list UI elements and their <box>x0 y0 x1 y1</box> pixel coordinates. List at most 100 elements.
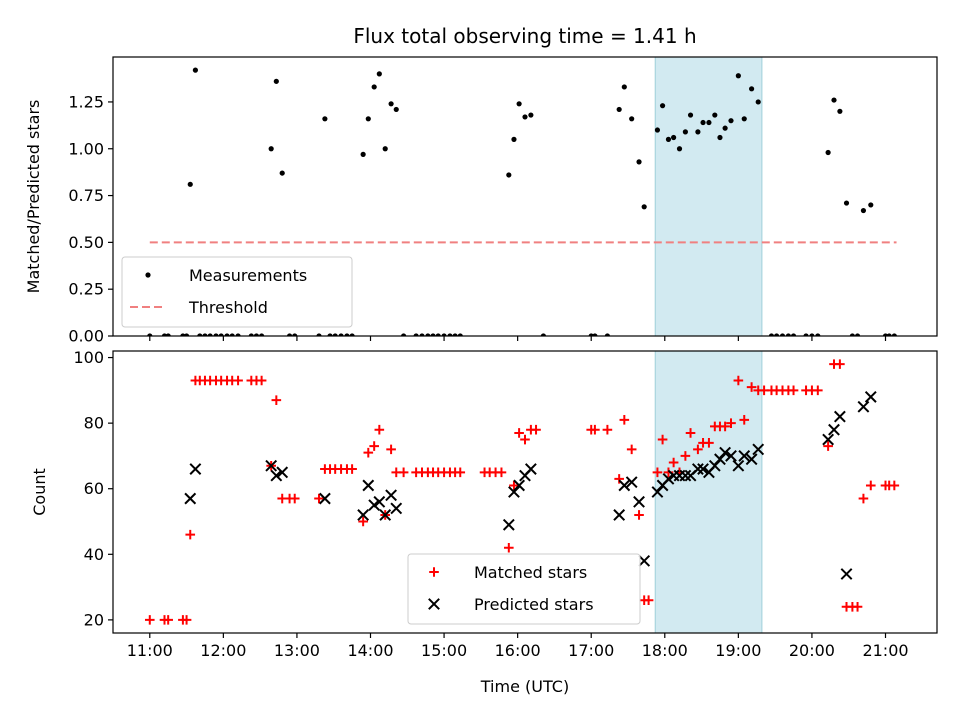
top-series-0-point-13 <box>506 172 512 178</box>
bottom-series-1-point-35 <box>719 446 732 459</box>
top-y-tick-label-4: 1.00 <box>68 139 104 158</box>
bottom-highlight-span <box>654 350 763 634</box>
bottom-series-1-point-46 <box>864 390 877 403</box>
bottom-series-0-point-72 <box>685 428 696 438</box>
top-series-0-point-3 <box>273 78 279 84</box>
top-series-0-point-92 <box>815 333 821 336</box>
x-tick-label-8: 19:00 <box>715 641 761 660</box>
bottom-series-0-point-32 <box>369 441 379 451</box>
bottom-series-1-point-11 <box>385 489 398 502</box>
top-series-0-point-76 <box>435 333 441 336</box>
bottom-series-1-point-13 <box>502 518 515 531</box>
top-series-0-point-7 <box>365 116 371 122</box>
top-series-0-point-2 <box>268 146 274 152</box>
bottom-series-1-point-30 <box>691 463 704 475</box>
top-series-0-point-85 <box>768 333 775 336</box>
top-series-0-point-65 <box>316 333 322 336</box>
top-series-0-point-22 <box>641 204 647 210</box>
top-plot-frame <box>112 56 938 337</box>
bottom-series-0-point-5 <box>185 529 196 540</box>
top-series-0-point-42 <box>831 97 837 103</box>
bottom-series-0-point-31 <box>363 447 374 458</box>
bottom-series-1-point-41 <box>822 433 835 446</box>
top-series-0-point-63 <box>286 333 293 336</box>
bottom-series-0-point-79 <box>726 418 736 428</box>
bottom-series-1-point-18 <box>613 509 626 521</box>
bottom-series-0-point-100 <box>865 480 876 491</box>
top-series-0-point-6 <box>360 151 366 157</box>
top-series-0-point-64 <box>292 333 298 336</box>
top-series-0-point-39 <box>749 86 755 92</box>
bottom-series-1-point-20 <box>625 476 638 489</box>
bottom-series-1 <box>184 390 877 580</box>
chart-title: Flux total observing time = 1.41 h <box>353 24 696 48</box>
bottom-series-1-point-37 <box>732 459 745 472</box>
x-tick-label-3: 14:00 <box>347 641 393 660</box>
top-series-0-point-58 <box>229 333 235 336</box>
bottom-series-1-point-45 <box>857 400 870 413</box>
bottom-series-0-point-46 <box>455 467 466 478</box>
top-series-0-point-75 <box>430 333 436 336</box>
bottom-legend-label-1: Predicted stars <box>474 595 594 614</box>
bottom-data-marks <box>144 359 900 625</box>
top-series-0-point-20 <box>629 116 635 122</box>
bottom-series-0-point-29 <box>347 464 357 474</box>
top-series-0-point-53 <box>202 333 208 336</box>
top-series-0-point-9 <box>376 71 382 77</box>
x-tick-label-6: 17:00 <box>568 641 614 660</box>
bottom-series-0-point-81 <box>739 415 750 425</box>
bottom-series-1-point-28 <box>679 469 692 482</box>
top-series-0-point-1 <box>192 67 198 73</box>
bottom-series-0-point-54 <box>520 434 530 445</box>
bottom-series-0-point-50 <box>496 467 507 478</box>
top-series-0-point-35 <box>722 125 728 131</box>
top-series-0-point-51 <box>183 333 190 336</box>
bottom-series-1-point-1 <box>189 463 202 475</box>
top-series-0-point-84 <box>604 333 610 336</box>
top-series-0-point-28 <box>682 129 688 135</box>
top-series-0-point-27 <box>676 146 683 152</box>
top-series-0-point-16 <box>522 114 528 120</box>
bottom-y-tick-label-3: 80 <box>84 414 104 433</box>
bottom-series-0-point-17 <box>256 375 267 386</box>
top-series-0-point-57 <box>224 333 230 336</box>
top-y-tick-label-5: 1.25 <box>68 92 104 111</box>
bottom-series-0-point-37 <box>398 467 409 478</box>
top-series-0-point-31 <box>700 119 706 126</box>
bottom-series-0-point-98 <box>852 601 863 612</box>
bottom-series-0-point-73 <box>693 444 703 455</box>
top-series-0-point-8 <box>371 84 377 90</box>
bottom-series-1-point-3 <box>270 469 283 482</box>
top-series-0-point-56 <box>218 333 224 336</box>
bottom-legend: Matched stars Predicted stars <box>407 553 641 625</box>
bottom-series-0-point-33 <box>374 424 385 435</box>
top-series-0-point-25 <box>665 136 672 142</box>
bottom-series-0-point-92 <box>813 385 823 396</box>
top-series-0-point-15 <box>516 101 522 107</box>
top-series-0-point-41 <box>825 149 831 156</box>
top-series-0-point-61 <box>253 333 260 336</box>
top-series-0-point-33 <box>712 112 718 118</box>
top-series-0-point-77 <box>441 333 447 336</box>
bottom-legend-box <box>407 553 641 625</box>
top-series-0-point-37 <box>735 73 741 79</box>
top-series-0-point-18 <box>616 106 622 113</box>
bottom-series-1-point-44 <box>840 568 853 580</box>
top-series-0-point-29 <box>687 112 694 118</box>
bottom-series-0-point-89 <box>788 385 799 396</box>
top-series-0-point-14 <box>511 136 517 142</box>
bottom-series-1-point-10 <box>379 509 392 521</box>
x-tick-label-4: 15:00 <box>421 641 467 660</box>
top-series-0-point-66 <box>327 333 333 336</box>
top-series-0-point-23 <box>654 127 661 133</box>
bottom-series-1-point-38 <box>738 450 751 462</box>
top-series-0-point-21 <box>636 159 642 165</box>
bottom-series-0-point-60 <box>614 474 624 484</box>
x-tick-label-2: 13:00 <box>274 641 320 660</box>
bottom-series-0-point-69 <box>668 457 679 468</box>
bottom-series-1-point-40 <box>752 443 765 456</box>
bottom-series-1-point-9 <box>373 495 386 508</box>
bottom-series-0-point-78 <box>720 421 730 432</box>
bottom-legend-label-0: Matched stars <box>474 563 587 582</box>
